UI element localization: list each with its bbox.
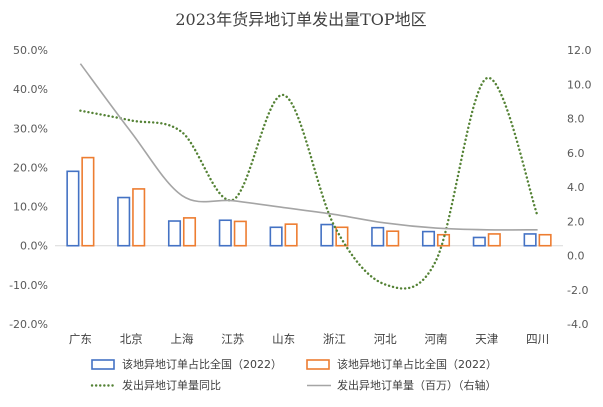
x-axis-category-label: 河北 (374, 332, 397, 346)
x-axis-category-label: 上海 (171, 332, 194, 346)
x-axis-category-label: 天津 (475, 332, 498, 346)
bar-series-2 (487, 233, 501, 247)
right-axis-tick-label: 10.0 (567, 78, 592, 91)
right-axis-tick-label: 12.0 (567, 44, 592, 57)
left-axis-tick-label: 40.0% (13, 83, 48, 96)
bar-series-1 (472, 236, 486, 247)
legend-entry-label: 发出异地订单量同比 (122, 378, 221, 392)
right-axis-tick-label: 8.0 (567, 113, 585, 126)
bar-series-2 (182, 217, 197, 247)
right-axis-tick-label: 6.0 (567, 147, 585, 160)
legend-entry-label: 该地异地订单占比全国（2022） (337, 357, 497, 371)
legend-entry-label: 发出异地订单量（百万）（右轴） (337, 378, 497, 392)
right-axis-tick-label: 4.0 (567, 181, 585, 194)
right-axis-tick-label: -4.0 (567, 318, 588, 331)
left-axis-tick-label: -10.0% (9, 279, 48, 292)
right-axis-tick-label: 0.0 (567, 250, 585, 263)
left-axis-tick-label: 10.0% (13, 201, 48, 214)
left-axis-tick-label: 30.0% (13, 122, 48, 135)
x-axis-category-label: 山东 (272, 332, 295, 346)
bar-series-1 (218, 219, 232, 247)
bar-series-2 (81, 156, 95, 247)
legend-swatch-bar (91, 359, 115, 370)
bar-series-2 (132, 188, 146, 247)
bar-series-1 (523, 233, 537, 247)
chart-title: 2023年货异地订单发出量TOP地区 (175, 10, 426, 29)
left-axis-tick-label: 0.0% (20, 240, 48, 253)
x-axis-category-label: 浙江 (323, 332, 346, 346)
legend-entry-label: 该地异地订单占比全国（2022） (122, 357, 282, 371)
right-axis-tick-label: 2.0 (567, 215, 585, 228)
bar-series-1 (117, 196, 131, 247)
x-axis-category-label: 广东 (69, 332, 92, 346)
bar-series-1 (421, 230, 436, 247)
line-yoy-growth (79, 76, 539, 290)
bar-series-2 (284, 223, 298, 247)
x-axis-category-label: 四川 (526, 332, 549, 346)
bar-series-1 (167, 220, 182, 247)
plot-area: -20.0% -10.0% 0.0% 10.0% 20.0% 30.0% 40.0% 50.0… (9, 44, 591, 346)
legend-swatch-bar (306, 359, 330, 370)
line-order-volume (79, 63, 538, 231)
bar-series-2 (335, 226, 349, 247)
legend: 该地异地订单占比全国（2022） 该地异地订单占比全国（2022） 发出异地订单量同… (90, 357, 497, 392)
bar-series-2 (233, 220, 247, 247)
bar-series-1 (269, 226, 283, 247)
x-axis-category-label: 江苏 (221, 332, 244, 346)
x-axis-category-label: 河南 (425, 332, 448, 346)
right-axis-tick-label: -2.0 (567, 284, 588, 297)
x-axis-category-label: 北京 (120, 332, 143, 346)
bar-series-1 (371, 226, 385, 247)
left-axis-tick-label: -20.0% (9, 318, 48, 331)
bar-series-2 (386, 230, 400, 247)
left-axis-tick-label: 20.0% (13, 161, 48, 174)
bar-series-1 (320, 223, 334, 247)
bar-series-1 (66, 170, 80, 247)
left-axis-tick-label: 50.0% (13, 44, 48, 57)
bar-series-2 (538, 233, 552, 247)
